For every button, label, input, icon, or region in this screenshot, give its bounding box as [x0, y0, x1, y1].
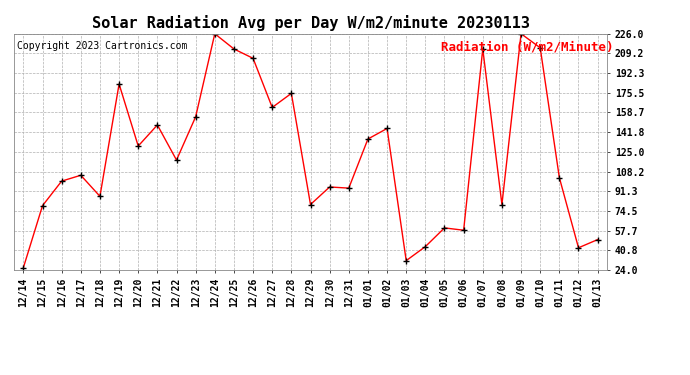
Title: Solar Radiation Avg per Day W/m2/minute 20230113: Solar Radiation Avg per Day W/m2/minute …: [92, 15, 529, 31]
Text: Radiation (W/m2/Minute): Radiation (W/m2/Minute): [441, 41, 613, 54]
Text: Copyright 2023 Cartronics.com: Copyright 2023 Cartronics.com: [17, 41, 187, 51]
